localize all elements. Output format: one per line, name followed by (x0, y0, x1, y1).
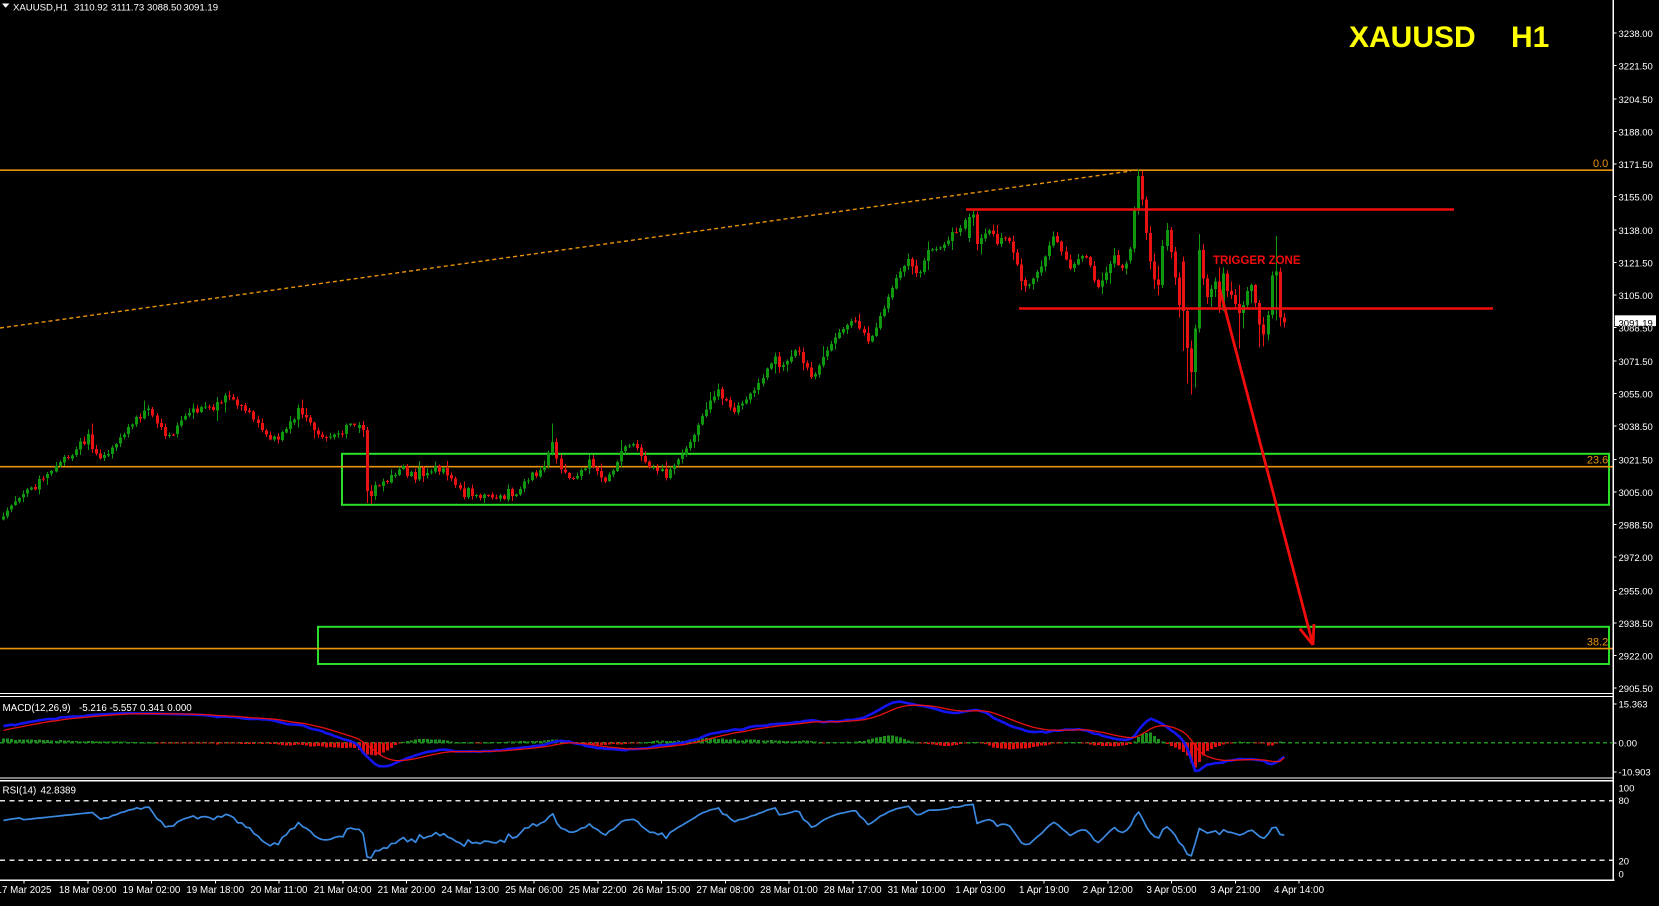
quote-low: 3088.50 (147, 3, 182, 14)
price-tick-label: 3005.00 (1619, 488, 1653, 499)
time-label: 28 Mar 01:00 (760, 885, 818, 896)
watermark-symbol: XAUUSD (1349, 21, 1476, 54)
macd-axis-label: 0.00 (1619, 739, 1638, 750)
time-label: 4 Apr 14:00 (1274, 885, 1325, 896)
time-label: 3 Apr 05:00 (1146, 885, 1197, 896)
projection-arrow-shaft (1217, 285, 1315, 646)
macd-values: -5.216 -5.557 0.341 0.000 (79, 703, 192, 714)
price-axis[interactable]: 3238.00 3221.50 3204.50 3188.00 3171.50 3155.… (1613, 29, 1653, 695)
projection-arrow-head (1298, 627, 1315, 646)
time-label: 25 Mar 06:00 (505, 885, 563, 896)
time-label: 17 Mar 2025 (0, 885, 52, 896)
rsi-axis-label: 80 (1619, 796, 1630, 807)
price-tick-label: 3038.50 (1619, 422, 1653, 433)
time-label: 19 Mar 02:00 (123, 885, 181, 896)
quote-close: 3091.19 (183, 3, 218, 14)
price-tick-label: 3171.50 (1619, 160, 1653, 171)
price-tick-label: 2938.50 (1619, 619, 1653, 630)
quote-symbol: XAUUSD,H1 (13, 3, 68, 14)
price-tick-label: 3055.00 (1619, 389, 1653, 400)
price-tick-label: 3121.50 (1619, 258, 1653, 269)
time-label: 25 Mar 22:00 (569, 885, 627, 896)
annotations-foreground (966, 208, 1493, 646)
macd-signal-line (3, 704, 1285, 763)
price-tick-label: 3071.50 (1619, 357, 1653, 368)
time-label: 3 Apr 21:00 (1210, 885, 1261, 896)
macd-pane: 15.363 0.00 -10.903 (0, 700, 1651, 779)
price-tick-label: 3221.50 (1619, 61, 1653, 72)
current-price-marker: 3091.19 (1614, 315, 1656, 329)
time-label: 24 Mar 13:00 (441, 885, 499, 896)
annotations-background: 0.0 23.6 38.2 (0, 158, 1613, 665)
current-price-text: 3091.19 (1619, 318, 1653, 329)
time-label: 20 Mar 11:00 (250, 885, 308, 896)
current-price-box (1614, 315, 1656, 327)
price-tick-label: 3155.00 (1619, 192, 1653, 203)
quote-line: XAUUSD,H1 3110.92 3111.73 3088.50 3091.19 (2, 3, 218, 14)
rsi-name: RSI(14) (3, 786, 37, 797)
quote-high: 3111.73 (111, 3, 144, 14)
macd-label: MACD(12,26,9) -5.216 -5.557 0.341 0.000 (3, 703, 193, 714)
time-label: 19 Mar 18:00 (186, 885, 244, 896)
macd-name: MACD(12,26,9) (3, 703, 71, 714)
candles-layer[interactable] (2, 169, 1286, 521)
time-label: 18 Mar 09:00 (59, 885, 117, 896)
time-label: 21 Mar 20:00 (378, 885, 436, 896)
fib-level-label: 38.2 (1587, 637, 1608, 649)
trendline-dashed (0, 170, 1132, 329)
fib-level-label: 0.0 (1593, 158, 1608, 170)
price-tick-label: 3105.00 (1619, 291, 1653, 302)
price-tick-label: 2988.50 (1619, 520, 1653, 531)
price-tick-label: 3088.50 (1619, 323, 1653, 334)
price-tick-label: 2972.00 (1619, 553, 1653, 564)
time-label: 2 Apr 12:00 (1083, 885, 1134, 896)
time-axis[interactable]: 17 Mar 2025 18 Mar 09:00 19 Mar 02:00 19 Ma… (0, 880, 1325, 896)
price-tick-label: 3238.00 (1619, 29, 1653, 40)
watermark-period: H1 (1511, 21, 1549, 54)
macd-hist-up (2, 732, 1286, 744)
fib-level-label: 23.6 (1587, 455, 1608, 467)
quote-open: 3110.92 (74, 3, 108, 14)
supply-demand-zone (317, 625, 1610, 665)
price-tick-label: 3021.50 (1619, 455, 1653, 466)
time-label: 21 Mar 04:00 (314, 885, 372, 896)
axes-layer (0, 0, 1615, 881)
projection-arrow-head (1311, 623, 1316, 646)
time-label: 28 Mar 17:00 (824, 885, 882, 896)
time-label: 27 Mar 08:00 (696, 885, 754, 896)
trigger-zone-label: TRIGGER ZONE (1213, 255, 1301, 267)
time-label: 1 Apr 19:00 (1019, 885, 1070, 896)
rsi-axis-label: 20 (1619, 856, 1630, 867)
price-tick-label: 3138.00 (1619, 226, 1653, 237)
supply-demand-zone (341, 452, 1610, 506)
macd-axis-label: 15.363 (1619, 700, 1648, 711)
price-tick-label: 2905.50 (1619, 684, 1653, 695)
rsi-axis-label: 0 (1619, 870, 1624, 881)
rsi-axis-label: 100 (1619, 784, 1635, 795)
quote-text: XAUUSD,H1 3110.92 3111.73 3088.50 3091.19 (13, 3, 218, 14)
price-tick-label: 3204.50 (1619, 95, 1653, 106)
time-label: 26 Mar 15:00 (633, 885, 691, 896)
symbol-dropdown-icon[interactable] (2, 3, 10, 8)
time-label: 1 Apr 03:00 (955, 885, 1006, 896)
price-tick-label: 3188.00 (1619, 127, 1653, 138)
rsi-value: 42.8389 (41, 786, 76, 797)
price-tick-label: 2955.00 (1619, 586, 1653, 597)
time-label: 31 Mar 10:00 (888, 885, 946, 896)
rsi-label: RSI(14) 42.8389 (3, 786, 76, 797)
rsi-line (3, 803, 1285, 859)
macd-axis-label: -10.903 (1619, 768, 1651, 779)
price-tick-label: 2922.00 (1619, 651, 1653, 662)
